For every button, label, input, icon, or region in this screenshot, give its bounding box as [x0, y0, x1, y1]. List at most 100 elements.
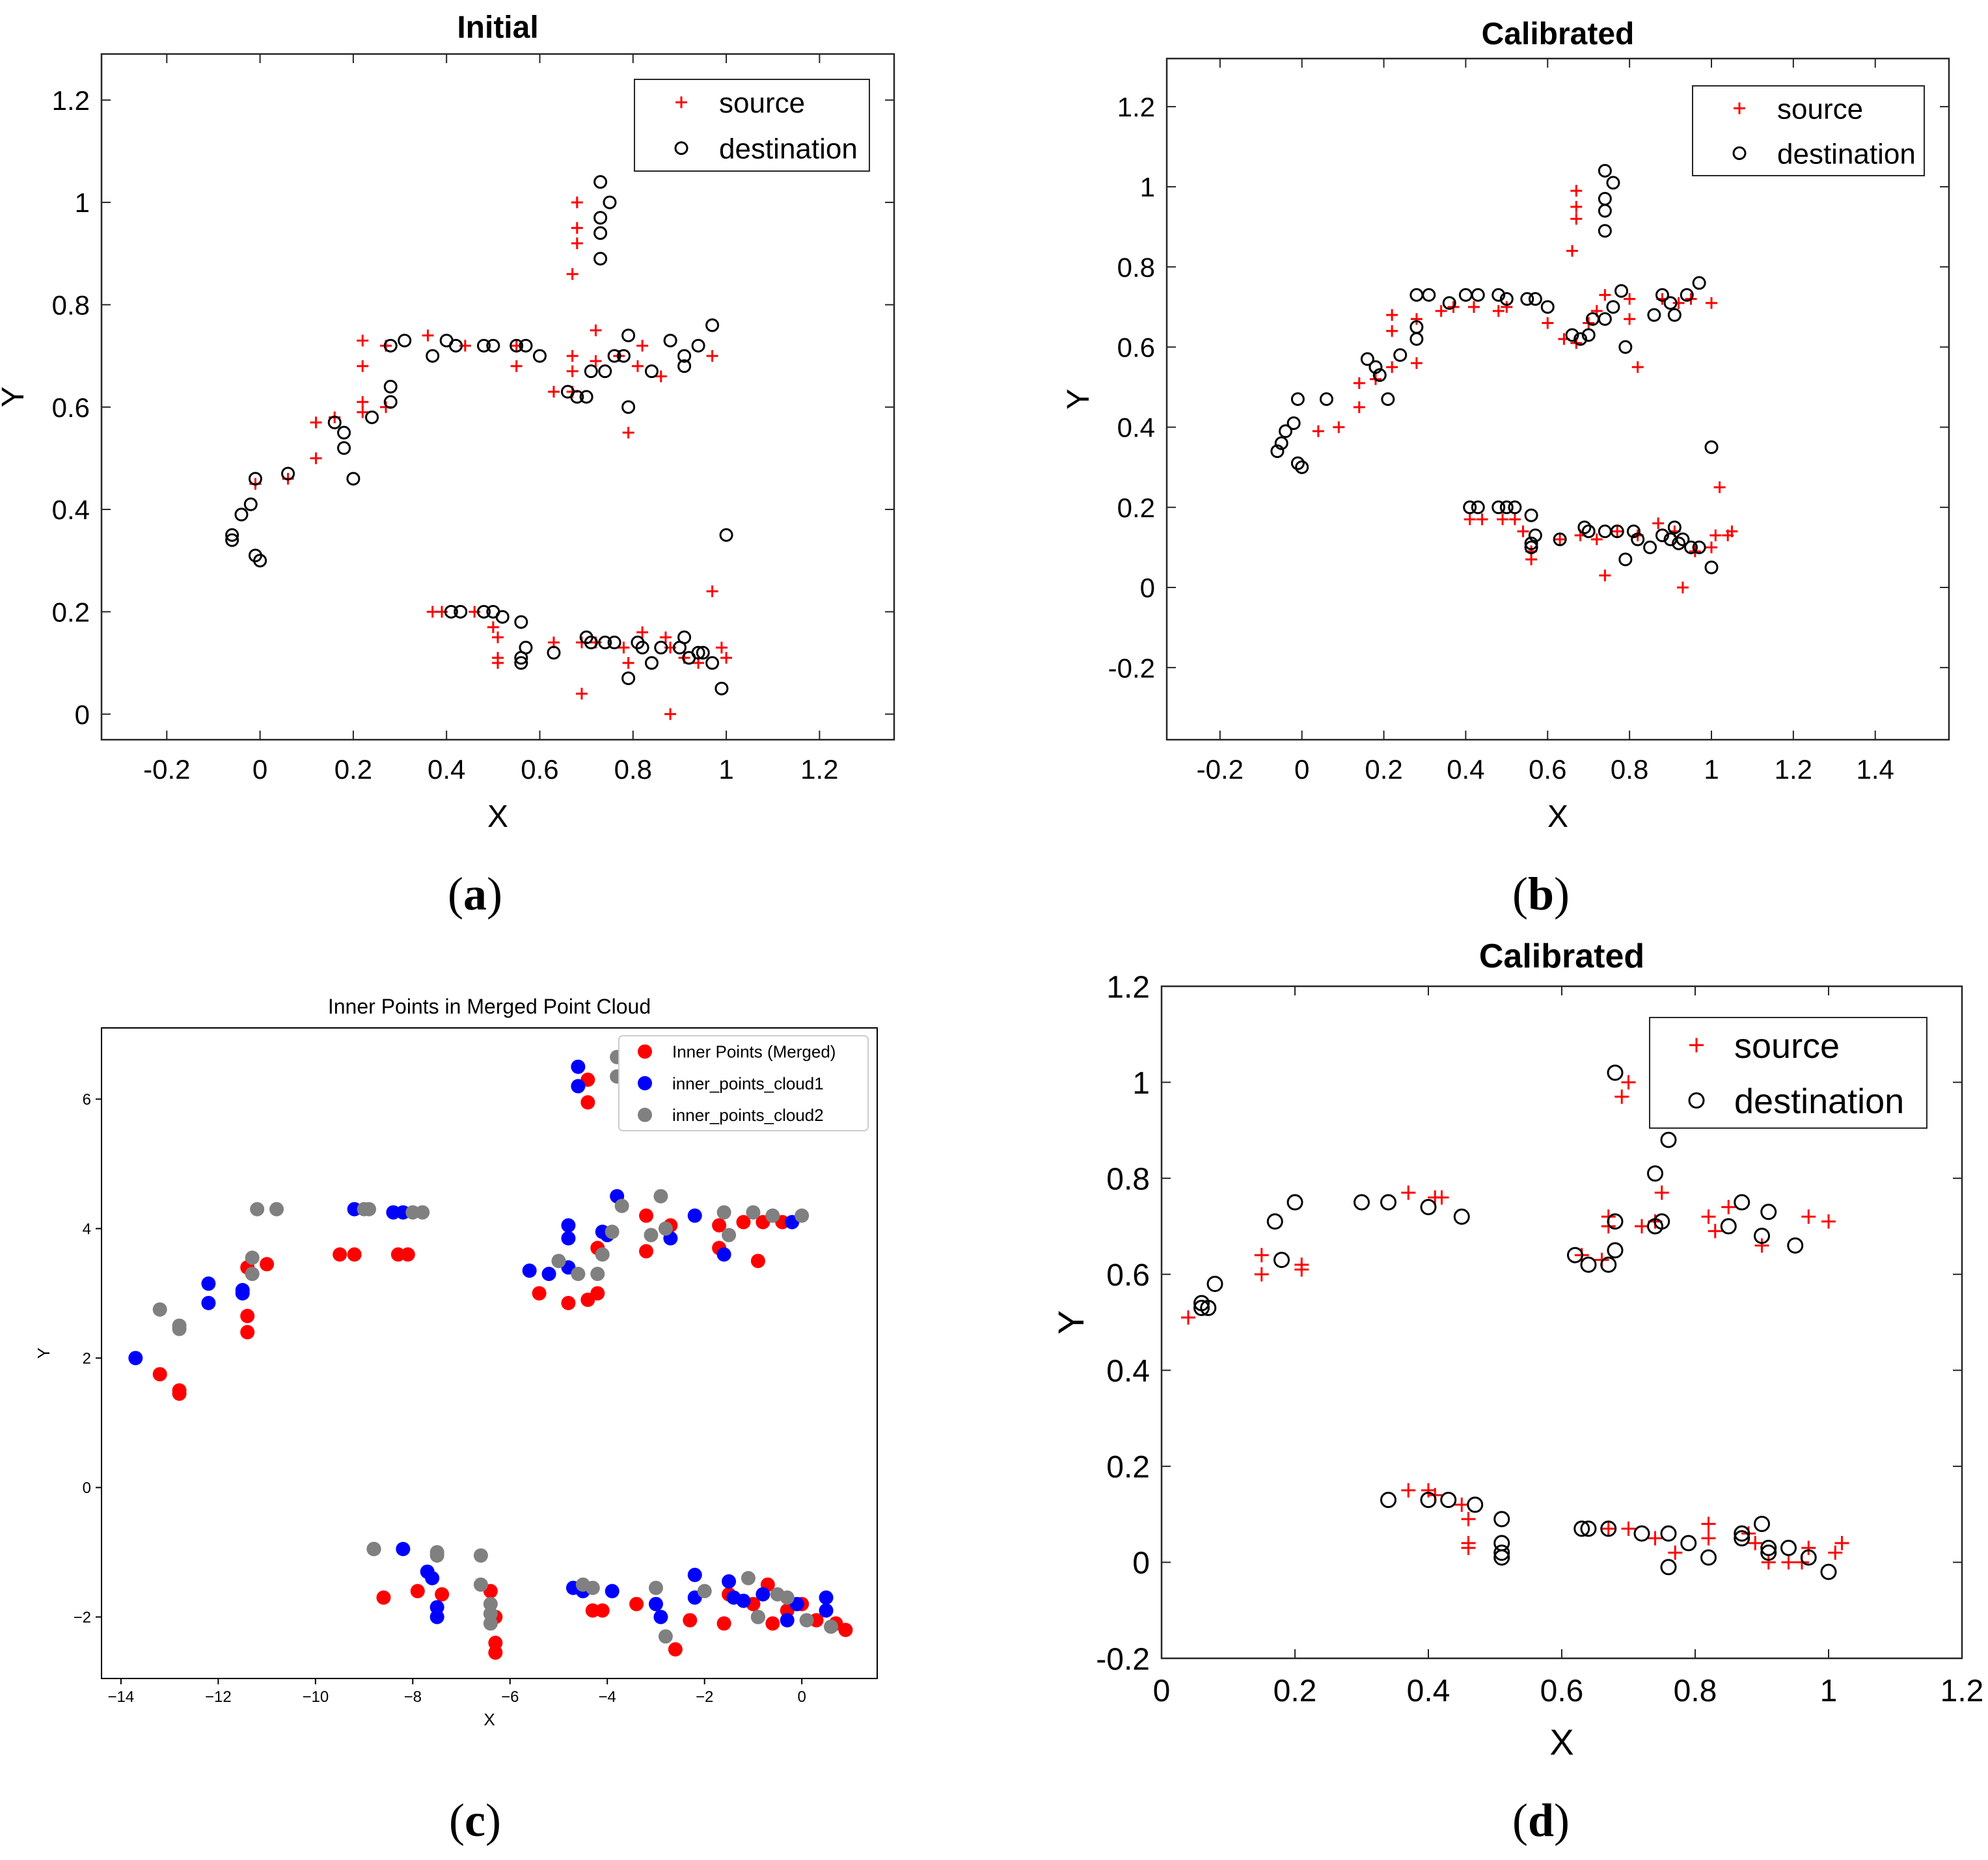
- data-point: [1380, 1194, 1396, 1211]
- data-point: [152, 1302, 167, 1317]
- data-point: [1410, 357, 1423, 370]
- data-point: [1680, 288, 1694, 302]
- data-point: [716, 1616, 731, 1631]
- data-point: [1581, 328, 1596, 342]
- data-point: [579, 390, 593, 404]
- legend-label: source: [719, 87, 805, 119]
- data-point: [1573, 1520, 1590, 1537]
- x-tick-label: −10: [302, 1688, 329, 1706]
- data-point: [1381, 392, 1395, 406]
- data-point: [1660, 1131, 1677, 1148]
- x-tick-label: -0.2: [143, 754, 190, 785]
- data-point: [454, 604, 468, 619]
- y-tick-label: 0.6: [1106, 1258, 1150, 1293]
- legend-label: destination: [719, 133, 858, 165]
- data-point: [1386, 361, 1398, 373]
- data-point: [571, 1059, 586, 1074]
- data-point: [590, 355, 602, 367]
- data-point: [1287, 1194, 1303, 1211]
- data-point: [1726, 525, 1738, 537]
- data-point: [1353, 377, 1365, 389]
- data-point: [1754, 1515, 1770, 1532]
- x-tick-label: 1.2: [800, 754, 838, 785]
- data-point: [566, 350, 579, 362]
- data-point: [603, 195, 617, 209]
- x-tick-label: 0.2: [1273, 1674, 1317, 1708]
- data-point: [1508, 513, 1521, 526]
- data-point: [1734, 1194, 1750, 1211]
- data-point: [593, 226, 608, 240]
- data-point: [1577, 520, 1592, 535]
- data-point: [571, 237, 583, 250]
- chart-panel-a: -0.2 0 0.2 0.4 0.6 0.8 1 1.2 0 0.2 0.4 0.6 0.8 1 1.2 In…: [0, 10, 895, 834]
- data-point: [376, 1590, 391, 1605]
- y-axis-label: Y: [1050, 1310, 1091, 1334]
- y-tick-label: 0.6: [1117, 332, 1155, 363]
- data-point: [269, 1202, 284, 1217]
- data-point: [1290, 456, 1305, 470]
- data-point: [1709, 529, 1722, 541]
- data-point: [366, 1541, 381, 1556]
- data-point: [1713, 481, 1726, 493]
- data-point: [683, 1613, 698, 1628]
- data-point: [1206, 1275, 1223, 1292]
- data-point: [337, 425, 351, 440]
- data-point: [1704, 440, 1719, 454]
- x-tick-label: 1: [718, 754, 733, 785]
- data-point: [1435, 305, 1447, 317]
- data-point: [677, 630, 692, 645]
- x-tick-label: 0.2: [334, 754, 372, 785]
- data-point: [1820, 1563, 1837, 1580]
- data-point: [1386, 309, 1398, 321]
- data-point: [571, 1267, 586, 1282]
- data-point: [716, 1247, 731, 1262]
- data-point: [1540, 300, 1555, 314]
- data-point: [128, 1351, 143, 1366]
- data-point: [593, 211, 608, 225]
- data-point: [1721, 1200, 1736, 1215]
- data-point: [365, 410, 379, 424]
- panel-label-b: (b): [1512, 868, 1570, 920]
- y-tick-label: 0.2: [52, 597, 90, 627]
- data-point: [235, 1282, 250, 1297]
- x-tick-label: 0.2: [1365, 754, 1402, 785]
- data-point: [400, 1247, 415, 1262]
- legend-marker: [1688, 1092, 1705, 1109]
- data-point: [1467, 1496, 1484, 1513]
- data-point: [1493, 1549, 1510, 1566]
- data-point: [631, 360, 644, 372]
- data-point: [1464, 513, 1476, 526]
- data-point: [1570, 200, 1583, 213]
- data-point: [1621, 1521, 1636, 1536]
- x-tick-label: 0: [1153, 1674, 1171, 1708]
- x-tick-label: −6: [501, 1688, 519, 1706]
- data-point: [1461, 1512, 1476, 1527]
- data-point: [245, 1250, 260, 1265]
- data-point: [716, 1205, 731, 1220]
- data-point: [712, 1218, 727, 1233]
- series-source: [249, 196, 733, 720]
- data-point: [483, 1616, 498, 1631]
- data-point: [1760, 1544, 1777, 1561]
- x-tick-label: 1: [1820, 1674, 1838, 1708]
- data-point: [383, 395, 398, 409]
- data-point: [605, 1224, 620, 1239]
- data-point: [1570, 185, 1583, 197]
- data-point: [644, 656, 659, 670]
- data-point: [225, 528, 239, 542]
- data-point: [1701, 1209, 1716, 1224]
- x-tick-label: 0.8: [1611, 754, 1648, 785]
- data-point: [621, 671, 636, 686]
- data-point: [1294, 1262, 1309, 1277]
- legend-marker: [638, 1076, 652, 1090]
- data-point: [1635, 1219, 1649, 1233]
- data-point: [248, 472, 262, 486]
- x-tick-label: 0.6: [1529, 754, 1566, 785]
- data-point: [1599, 569, 1611, 582]
- data-point: [750, 1610, 765, 1624]
- legend-box: [618, 1035, 869, 1131]
- data-point: [696, 645, 710, 660]
- x-tick-label: 0.6: [521, 754, 558, 785]
- data-point: [1266, 1213, 1283, 1230]
- x-tick-label: 0.4: [1407, 1674, 1450, 1708]
